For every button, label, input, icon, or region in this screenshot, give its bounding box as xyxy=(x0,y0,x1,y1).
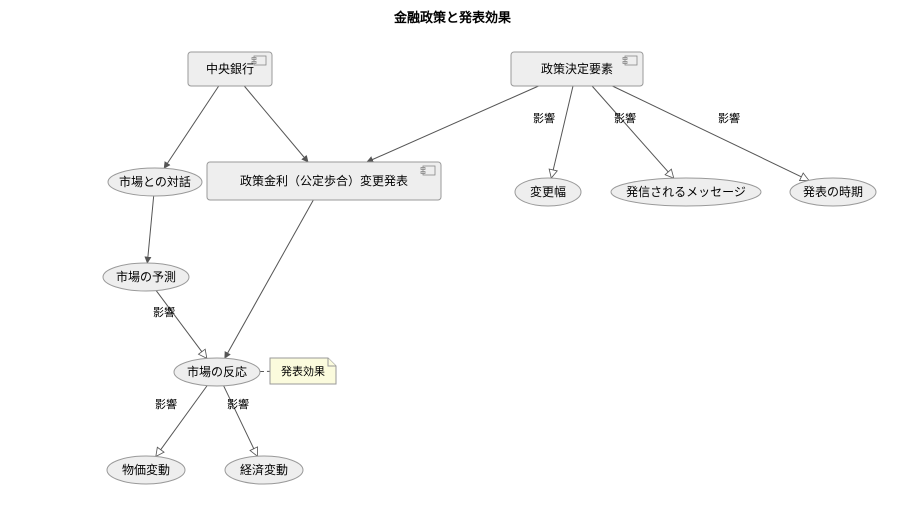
node-label-message: 発信されるメッセージ xyxy=(626,185,746,199)
node-note: 発表効果 xyxy=(270,358,336,384)
edge-central_bank-dialogue xyxy=(164,86,219,168)
diagram-title: 金融政策と発表効果 xyxy=(0,7,905,26)
edge-dialogue-forecast xyxy=(147,196,153,263)
node-change_magnitude: 変更幅 xyxy=(515,178,581,206)
edge-policy_factors-timing xyxy=(612,86,808,180)
node-label-price_change: 物価変動 xyxy=(122,462,170,477)
edge-reaction-price_change xyxy=(156,386,207,457)
edge-label-forecast-reaction: 影響 xyxy=(153,305,175,319)
node-price_change: 物価変動 xyxy=(107,456,185,484)
edge-label-reaction-econ_change: 影響 xyxy=(227,397,249,411)
node-label-note: 発表効果 xyxy=(281,364,325,378)
edge-label-policy_factors-change_magnitude: 影響 xyxy=(533,111,555,125)
node-forecast: 市場の予測 xyxy=(103,263,189,291)
node-timing: 発表の時期 xyxy=(790,178,876,206)
edge-forecast-reaction xyxy=(156,291,207,359)
node-dialogue: 市場との対話 xyxy=(108,168,202,196)
node-econ_change: 経済変動 xyxy=(225,456,303,484)
node-label-dialogue: 市場との対話 xyxy=(119,174,191,189)
node-message: 発信されるメッセージ xyxy=(611,178,761,206)
edge-policy_factors-rate_announce xyxy=(367,86,539,162)
edge-rate_announce-reaction xyxy=(225,200,314,358)
node-policy_factors: 政策決定要素 xyxy=(511,52,643,86)
edge-label-reaction-price_change: 影響 xyxy=(155,397,177,411)
edge-central_bank-rate_announce xyxy=(244,86,308,162)
node-label-reaction: 市場の反応 xyxy=(187,364,247,379)
node-reaction: 市場の反応 xyxy=(174,358,260,386)
node-label-central_bank: 中央銀行 xyxy=(206,61,254,76)
edge-reaction-econ_change xyxy=(224,386,258,456)
node-label-timing: 発表の時期 xyxy=(803,185,863,199)
edge-policy_factors-message xyxy=(592,86,674,178)
node-rate_announce: 政策金利（公定歩合）変更発表 xyxy=(207,162,441,200)
edge-label-policy_factors-timing: 影響 xyxy=(718,111,740,125)
edge-policy_factors-change_magnitude xyxy=(551,86,573,178)
node-central_bank: 中央銀行 xyxy=(188,52,272,86)
node-label-policy_factors: 政策決定要素 xyxy=(541,61,613,76)
node-label-forecast: 市場の予測 xyxy=(116,269,176,284)
edge-label-policy_factors-message: 影響 xyxy=(614,111,636,125)
diagram-canvas: 影響影響影響影響影響影響 中央銀行政策決定要素市場との対話政策金利（公定歩合）変… xyxy=(0,0,905,522)
node-label-change_magnitude: 変更幅 xyxy=(530,184,566,199)
node-label-econ_change: 経済変動 xyxy=(240,462,288,477)
node-label-rate_announce: 政策金利（公定歩合）変更発表 xyxy=(240,173,408,188)
